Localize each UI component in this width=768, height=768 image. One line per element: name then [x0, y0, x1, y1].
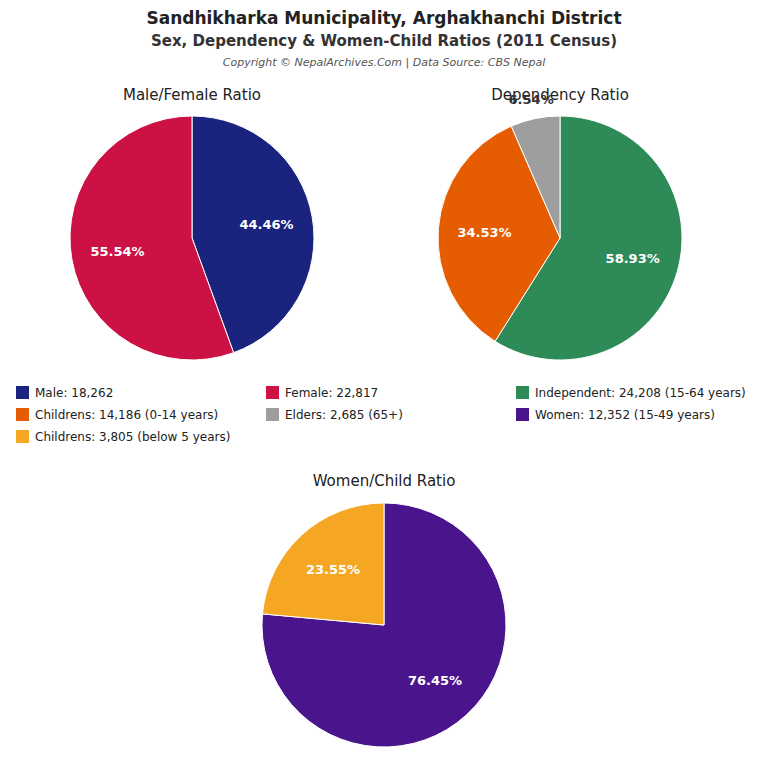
legend-item: Childrens: 14,186 (0-14 years) — [16, 408, 218, 422]
legend-item: Women: 12,352 (15-49 years) — [516, 408, 715, 422]
pie-title: Women/Child Ratio — [313, 472, 456, 490]
legend-item: Male: 18,262 — [16, 386, 113, 400]
pie-slice — [70, 116, 234, 360]
subtitle: Sex, Dependency & Women-Child Ratios (20… — [151, 32, 617, 50]
legend-label: Female: 22,817 — [285, 386, 378, 400]
pie-title: Male/Female Ratio — [123, 86, 261, 104]
legend-label: Women: 12,352 (15-49 years) — [535, 408, 715, 422]
data-label: 44.46% — [239, 217, 293, 232]
legend-label: Male: 18,262 — [35, 386, 113, 400]
data-labels: 58.93% 34.53% 6.54% — [457, 92, 659, 266]
legend-label: Childrens: 14,186 (0-14 years) — [35, 408, 218, 422]
legend-swatch — [266, 386, 279, 399]
pie-chart: Women/Child Ratio 76.45% 23.55% — [262, 472, 506, 747]
pie-slice — [262, 503, 506, 747]
legend-item: Independent: 24,208 (15-64 years) — [516, 386, 746, 400]
legend-label: Independent: 24,208 (15-64 years) — [535, 386, 746, 400]
legend-item: Childrens: 3,805 (below 5 years) — [16, 430, 230, 444]
legend-swatch — [266, 408, 279, 421]
data-label: 34.53% — [457, 225, 511, 240]
legend-swatch — [516, 386, 529, 399]
legend-label: Elders: 2,685 (65+) — [285, 408, 403, 422]
data-label: 55.54% — [90, 244, 144, 259]
data-label: 23.55% — [306, 562, 360, 577]
pie-chart: Male/Female Ratio 44.46% 55.54% — [70, 86, 314, 360]
data-labels: 76.45% 23.55% — [306, 562, 462, 689]
data-labels: 44.46% 55.54% — [90, 217, 293, 258]
legend-label: Childrens: 3,805 (below 5 years) — [35, 430, 230, 444]
legend-item: Female: 22,817 — [266, 386, 378, 400]
chart: Sandhikharka Municipality, Arghakhanchi … — [0, 0, 768, 768]
data-label: 76.45% — [408, 673, 462, 688]
slices — [262, 503, 506, 747]
annotation: Copyright © NepalArchives.Com | Data Sou… — [223, 56, 545, 69]
legend: Male: 18,262 Female: 22,817 Independent: 2… — [16, 386, 746, 444]
legend-swatch — [516, 408, 529, 421]
slices — [70, 116, 314, 360]
legend-item: Elders: 2,685 (65+) — [266, 408, 403, 422]
data-label: 6.54% — [509, 92, 554, 107]
pie-slice — [263, 503, 384, 625]
title: Sandhikharka Municipality, Arghakhanchi … — [146, 8, 621, 28]
pie-chart: Dependency Ratio58.93%34.53%6.54% — [438, 86, 682, 360]
legend-swatch — [16, 386, 29, 399]
legend-swatch — [16, 408, 29, 421]
legend-swatch — [16, 430, 29, 443]
slices — [438, 116, 682, 360]
pie-slice — [511, 116, 560, 238]
data-label: 58.93% — [606, 251, 660, 266]
